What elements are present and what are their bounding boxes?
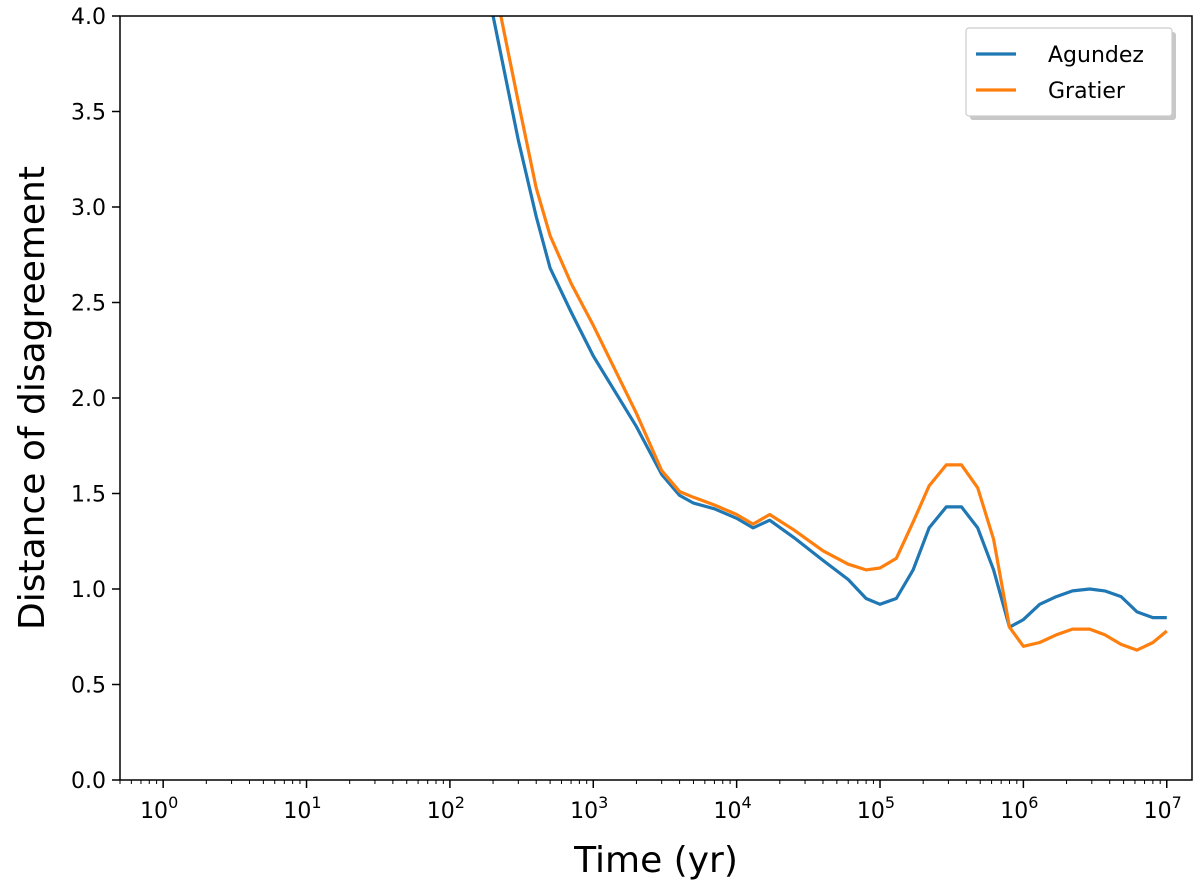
x-tick-exponent: 3 (598, 793, 608, 812)
x-tick-exponent: 7 (1172, 793, 1182, 812)
x-tick-label: 104 (714, 793, 752, 824)
plot-frame (119, 15, 1193, 781)
y-tick-label: 3.0 (71, 196, 106, 221)
series-line-gratier (499, 16, 1168, 652)
series-layer (491, 16, 1168, 652)
x-tick-exponent: 0 (168, 793, 178, 812)
y-tick-label: 0.5 (71, 674, 106, 699)
legend-label-gratier: Gratier (1048, 79, 1126, 104)
x-tick-label: 101 (283, 793, 321, 824)
x-tick-label: 100 (140, 793, 178, 824)
x-tick-exponent: 4 (742, 793, 752, 812)
x-tick-label: 102 (427, 793, 465, 824)
x-tick-label: 107 (1144, 793, 1182, 824)
y-tick-label: 1.5 (71, 483, 106, 508)
y-tick-label: 2.5 (71, 292, 106, 317)
x-tick-exponent: 1 (311, 793, 321, 812)
x-tick-exponent: 5 (885, 793, 895, 812)
legend: Agundez Gratier (965, 27, 1176, 120)
y-tick-label: 2.0 (71, 387, 106, 412)
x-tick-mantissa: 10 (570, 799, 598, 824)
x-tick-mantissa: 10 (1000, 799, 1028, 824)
x-tick-exponent: 6 (1028, 793, 1038, 812)
x-tick-exponent: 2 (455, 793, 465, 812)
x-tick-label: 106 (1000, 793, 1038, 824)
legend-label-agundez: Agundez (1048, 43, 1144, 68)
x-tick-mantissa: 10 (1144, 799, 1172, 824)
legend-box (965, 27, 1173, 117)
y-tick-label: 0.0 (71, 769, 106, 794)
y-axis-title: Distance of disagreement (12, 166, 53, 630)
y-tick-label: 1.0 (71, 578, 106, 603)
x-axis-title: Time (yr) (573, 840, 738, 881)
x-tick-mantissa: 10 (427, 799, 455, 824)
series-line-agundez (491, 16, 1167, 629)
x-tick-label: 105 (857, 793, 895, 824)
x-tick-mantissa: 10 (714, 799, 742, 824)
y-tick-label: 3.5 (71, 101, 106, 126)
x-tick-mantissa: 10 (283, 799, 311, 824)
x-tick-label: 103 (570, 793, 608, 824)
x-tick-mantissa: 10 (857, 799, 885, 824)
y-tick-label: 4.0 (71, 5, 106, 30)
x-tick-mantissa: 10 (140, 799, 168, 824)
